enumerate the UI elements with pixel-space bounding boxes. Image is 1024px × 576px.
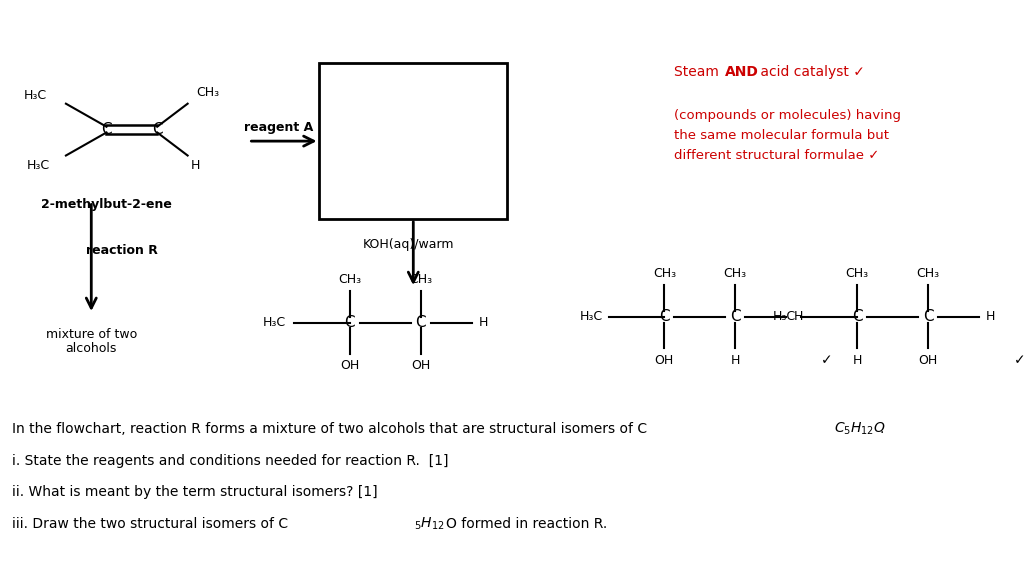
Text: C: C: [416, 315, 426, 330]
Text: KOH(aq)/warm: KOH(aq)/warm: [362, 238, 454, 251]
Text: acid catalyst ✓: acid catalyst ✓: [756, 65, 864, 79]
Text: C: C: [101, 122, 112, 137]
Text: C: C: [730, 309, 740, 324]
Text: H₃C: H₃C: [772, 310, 796, 323]
Text: C: C: [923, 309, 933, 324]
Text: In the flowchart, reaction R forms a mixture of two alcohols that are structural: In the flowchart, reaction R forms a mix…: [12, 422, 647, 436]
Text: CH₃: CH₃: [652, 267, 676, 280]
Text: .: .: [880, 422, 884, 436]
Text: CH₃: CH₃: [846, 267, 868, 280]
Text: C: C: [152, 122, 163, 137]
Text: CH₃: CH₃: [916, 267, 940, 280]
Text: $C_5H_{12}O$: $C_5H_{12}O$: [834, 421, 886, 437]
Text: H₃C: H₃C: [27, 159, 50, 172]
Text: C: C: [345, 315, 355, 330]
Text: reaction R: reaction R: [86, 244, 158, 257]
Text: C: C: [852, 309, 862, 324]
Text: mixture of two: mixture of two: [46, 328, 137, 340]
Text: H₃C: H₃C: [262, 316, 286, 329]
Text: H: H: [479, 316, 488, 329]
Text: AND: AND: [725, 65, 759, 79]
Text: (compounds or molecules) having: (compounds or molecules) having: [675, 109, 901, 122]
Text: OH: OH: [340, 359, 359, 372]
Text: ii. What is meant by the term structural isomers? [1]: ii. What is meant by the term structural…: [12, 486, 378, 499]
Text: ✓: ✓: [821, 353, 833, 367]
Text: H: H: [852, 354, 862, 366]
Text: $_5H_{12}$: $_5H_{12}$: [414, 516, 444, 532]
Text: 2-methylbut-2-ene: 2-methylbut-2-ene: [41, 198, 172, 211]
Text: i. State the reagents and conditions needed for reaction R.  [1]: i. State the reagents and conditions nee…: [12, 454, 449, 468]
Text: H: H: [730, 354, 740, 366]
Text: different structural formulae ✓: different structural formulae ✓: [675, 149, 880, 162]
Text: OH: OH: [654, 354, 674, 366]
Text: the same molecular formula but: the same molecular formula but: [675, 129, 890, 142]
Text: CH₃: CH₃: [724, 267, 746, 280]
Text: H₃C: H₃C: [24, 89, 47, 101]
Text: H₃C: H₃C: [580, 310, 603, 323]
Text: ✓: ✓: [1014, 353, 1024, 367]
Text: iii. Draw the two structural isomers of C: iii. Draw the two structural isomers of …: [12, 517, 289, 531]
Text: H: H: [191, 159, 201, 172]
Text: O formed in reaction R.: O formed in reaction R.: [446, 517, 607, 531]
Text: OH: OH: [919, 354, 938, 366]
Text: H: H: [986, 310, 995, 323]
Text: OH: OH: [412, 359, 430, 372]
Text: H: H: [794, 310, 803, 323]
Text: Steam: Steam: [675, 65, 724, 79]
Text: alcohols: alcohols: [66, 342, 117, 355]
Text: C: C: [659, 309, 670, 324]
Text: reagent A: reagent A: [245, 122, 313, 134]
Text: CH₃: CH₃: [338, 273, 361, 286]
Text: CH₃: CH₃: [197, 86, 219, 98]
Bar: [319, 63, 507, 219]
Text: CH₃: CH₃: [410, 273, 432, 286]
